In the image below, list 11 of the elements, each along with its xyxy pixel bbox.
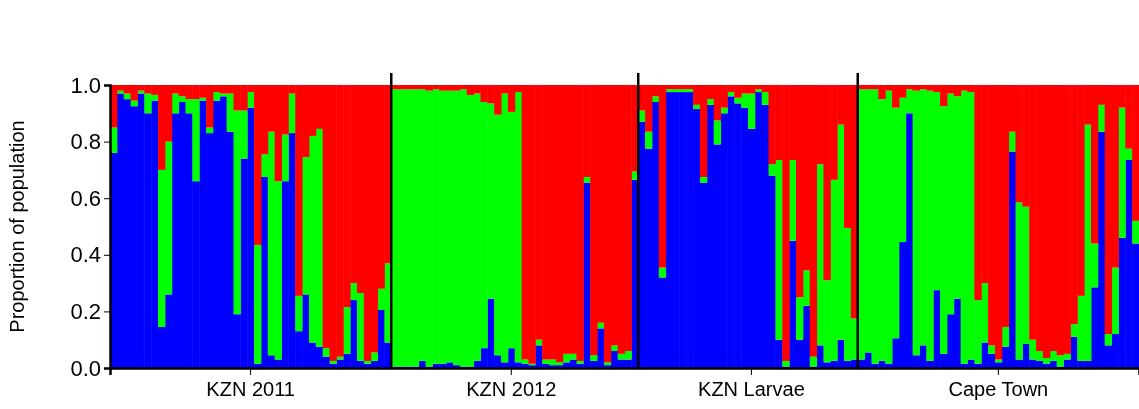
y-tick-label: 1.0 — [70, 72, 101, 98]
y-tick-label: 0.8 — [70, 129, 101, 155]
x-tick-label: Cape Town — [948, 378, 1049, 400]
x-tick-label: KZN Larvae — [698, 378, 805, 400]
x-tick-label: KZN 2011 — [206, 378, 295, 400]
y-axis-title: Proportion of population — [6, 120, 28, 333]
y-tick-label: 0.6 — [70, 185, 101, 211]
x-tick-label: KZN 2012 — [466, 378, 557, 400]
y-tick-label: 0.4 — [70, 242, 101, 268]
y-tick-label: 0.2 — [70, 298, 101, 324]
y-tick-label: 0.0 — [70, 355, 101, 381]
